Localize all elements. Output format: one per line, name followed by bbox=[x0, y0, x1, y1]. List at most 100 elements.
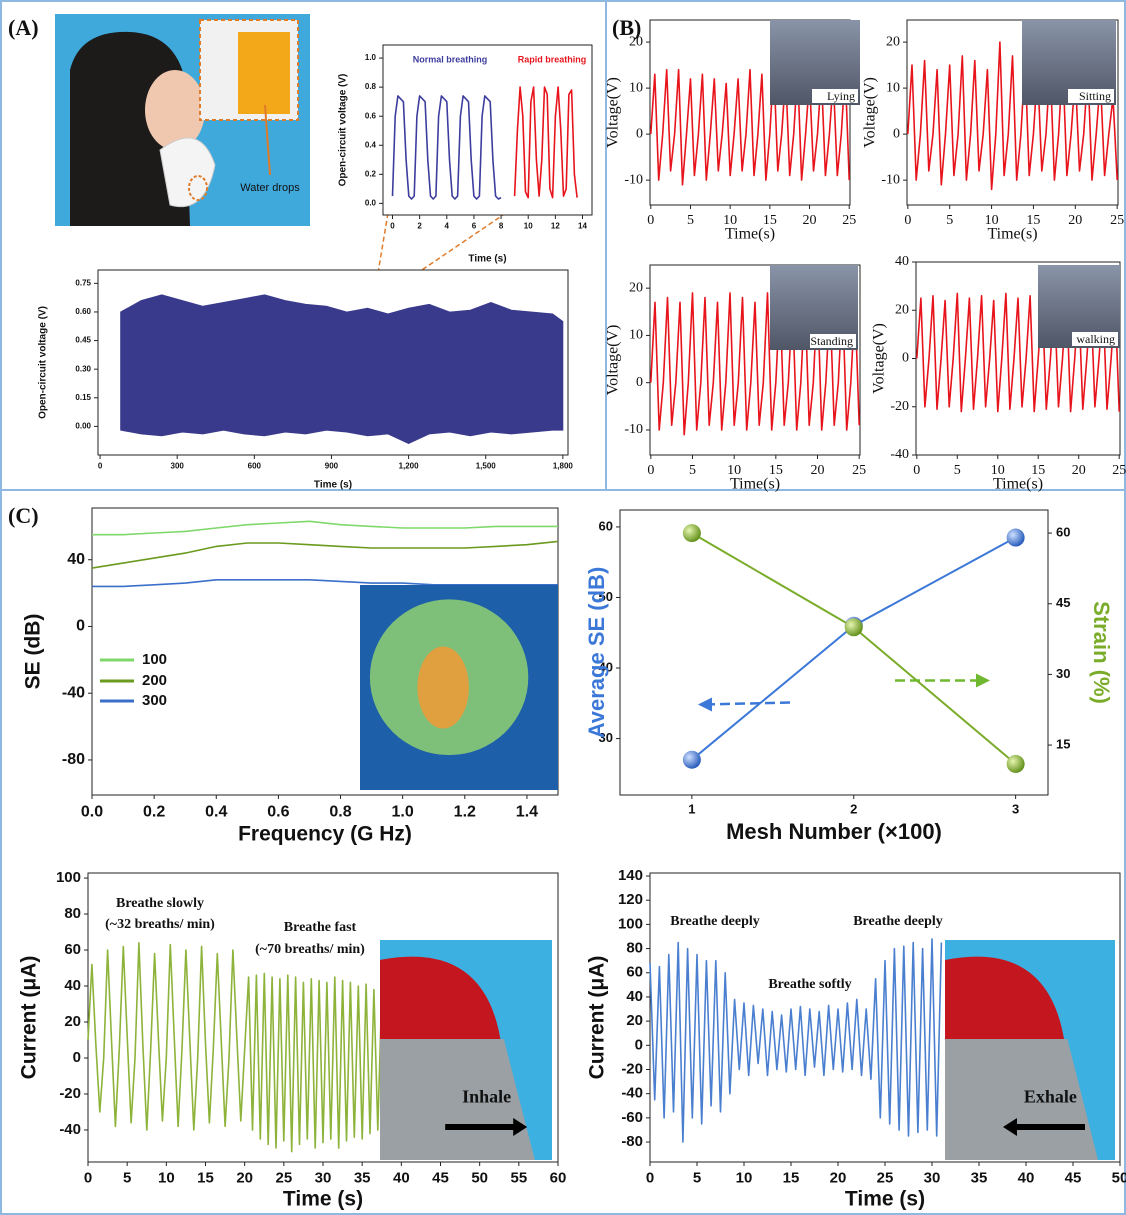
x-tick-label: 8 bbox=[499, 222, 504, 231]
series-line bbox=[650, 292, 860, 436]
x-axis-label: Mesh Number (×100) bbox=[726, 819, 942, 844]
y-tick-label: 140 bbox=[618, 867, 643, 884]
x-tick-label: 0 bbox=[904, 213, 911, 228]
y-tick-label: -10 bbox=[624, 172, 643, 187]
x-tick-label: 25 bbox=[842, 213, 856, 228]
x-tick-label: 25 bbox=[275, 1169, 292, 1186]
y2-axis-label: Strain (%) bbox=[1089, 601, 1114, 704]
signal-band bbox=[120, 294, 564, 445]
y-tick-label: 40 bbox=[626, 988, 643, 1005]
x-tick-label: 30 bbox=[924, 1169, 941, 1186]
y-tick-label: 60 bbox=[64, 941, 81, 958]
y-tick-label: 0.2 bbox=[365, 169, 377, 178]
annotation: Breathe fast bbox=[284, 920, 357, 935]
x-tick-label: 45 bbox=[432, 1169, 449, 1186]
x-tick-label: 0 bbox=[84, 1169, 92, 1186]
y-tick-label: -20 bbox=[59, 1085, 81, 1102]
series-line bbox=[650, 64, 850, 186]
x-tick-label: 1.2 bbox=[454, 803, 476, 820]
y-tick-label: 0 bbox=[902, 351, 909, 366]
x-tick-label: 25 bbox=[1112, 463, 1126, 478]
y-tick-label: 0.4 bbox=[365, 140, 377, 149]
x-axis-label: Time(s) bbox=[730, 476, 780, 493]
x-tick-label: 15 bbox=[1026, 213, 1040, 228]
y-tick-label: 60 bbox=[626, 964, 643, 981]
x-tick-label: 25 bbox=[852, 463, 866, 478]
x-tick-label: 0.2 bbox=[143, 803, 165, 820]
y-tick-label: -20 bbox=[890, 399, 909, 414]
x-tick-label: 0 bbox=[646, 1169, 654, 1186]
y-tick-label: 100 bbox=[56, 869, 81, 886]
x-tick-label: 10 bbox=[723, 213, 737, 228]
arrow-head bbox=[513, 1118, 528, 1136]
inset-label: Standing bbox=[810, 334, 853, 348]
y-tick-label: -40 bbox=[621, 1085, 643, 1102]
plot-frame bbox=[619, 509, 1049, 796]
x-tick-label: 55 bbox=[510, 1169, 527, 1186]
y-axis-label: Open-circuit voltage (V) bbox=[338, 74, 349, 187]
series-line bbox=[649, 938, 943, 1143]
y-tick-label: 40 bbox=[64, 977, 81, 994]
y-tick-label: 0 bbox=[636, 375, 643, 390]
y-tick-label: -80 bbox=[621, 1133, 643, 1150]
y-tick-label: 0.00 bbox=[75, 422, 91, 431]
x-tick-label: 20 bbox=[803, 213, 817, 228]
x-tick-label: 6 bbox=[472, 222, 477, 231]
y-axis-label: Voltage(V) bbox=[862, 77, 879, 148]
panel-label: (A) bbox=[8, 15, 39, 40]
annotation: Breathe slowly bbox=[116, 896, 204, 911]
inset-label-bg bbox=[812, 89, 858, 103]
y-tick-label: 0.0 bbox=[365, 198, 377, 207]
y-tick-label: 0.45 bbox=[75, 336, 91, 345]
x-axis-label: Time (s) bbox=[283, 1188, 363, 1211]
legend-label: Rapid breathing bbox=[518, 54, 587, 64]
inset-label-bg bbox=[810, 334, 856, 348]
inset-label: Lying bbox=[827, 89, 855, 103]
x-tick-label: 4 bbox=[445, 222, 450, 231]
inset-shape bbox=[380, 956, 501, 1039]
axis-arrow-head bbox=[976, 673, 990, 688]
y-axis-label: Voltage(V) bbox=[605, 325, 622, 396]
x-tick-label: 0.6 bbox=[267, 803, 289, 820]
x-tick-label: 0 bbox=[98, 462, 103, 471]
x-tick-label: 45 bbox=[1065, 1169, 1082, 1186]
inset-label: Exhale bbox=[1024, 1087, 1077, 1107]
x-tick-label: 50 bbox=[1112, 1169, 1126, 1186]
x-axis-label: Frequency (G Hz) bbox=[238, 823, 412, 846]
x-tick-label: 900 bbox=[325, 462, 339, 471]
x-tick-label: 1 bbox=[688, 802, 695, 817]
x-tick-label: 20 bbox=[1068, 213, 1082, 228]
x-tick-label: 1.0 bbox=[392, 803, 414, 820]
x-axis-label: Time (s) bbox=[845, 1188, 925, 1211]
y2-tick-label: 15 bbox=[1056, 737, 1070, 752]
y-tick-label: 0.15 bbox=[75, 393, 91, 402]
x-tick-label: 25 bbox=[877, 1169, 894, 1186]
x-tick-label: 20 bbox=[236, 1169, 253, 1186]
y-axis-label: SE (dB) bbox=[22, 614, 45, 690]
x-tick-label: 12 bbox=[551, 222, 560, 231]
x-tick-label: 10 bbox=[524, 222, 533, 231]
x-tick-label: 30 bbox=[315, 1169, 332, 1186]
series-line bbox=[391, 95, 502, 200]
y-tick-label: 10 bbox=[886, 80, 900, 95]
x-tick-label: 0.0 bbox=[81, 803, 103, 820]
inset-label-bg bbox=[1068, 89, 1114, 103]
marker bbox=[682, 750, 701, 769]
x-tick-label: 50 bbox=[471, 1169, 488, 1186]
panel-label: (C) bbox=[8, 503, 39, 528]
marker bbox=[682, 524, 701, 543]
y-tick-label: 0.6 bbox=[365, 111, 377, 120]
series-line bbox=[916, 292, 1120, 413]
x-tick-label: 0 bbox=[647, 213, 654, 228]
x-tick-label: 1,500 bbox=[476, 462, 497, 471]
x-tick-label: 5 bbox=[946, 213, 953, 228]
x-tick-label: 0.4 bbox=[205, 803, 227, 820]
x-tick-label: 10 bbox=[985, 213, 999, 228]
y-tick-label: 40 bbox=[895, 254, 909, 269]
y2-tick-label: 30 bbox=[1056, 666, 1070, 681]
y-tick-label: -40 bbox=[890, 447, 909, 462]
series-line bbox=[87, 942, 383, 1153]
marker bbox=[844, 618, 863, 637]
x-tick-label: 10 bbox=[736, 1169, 753, 1186]
